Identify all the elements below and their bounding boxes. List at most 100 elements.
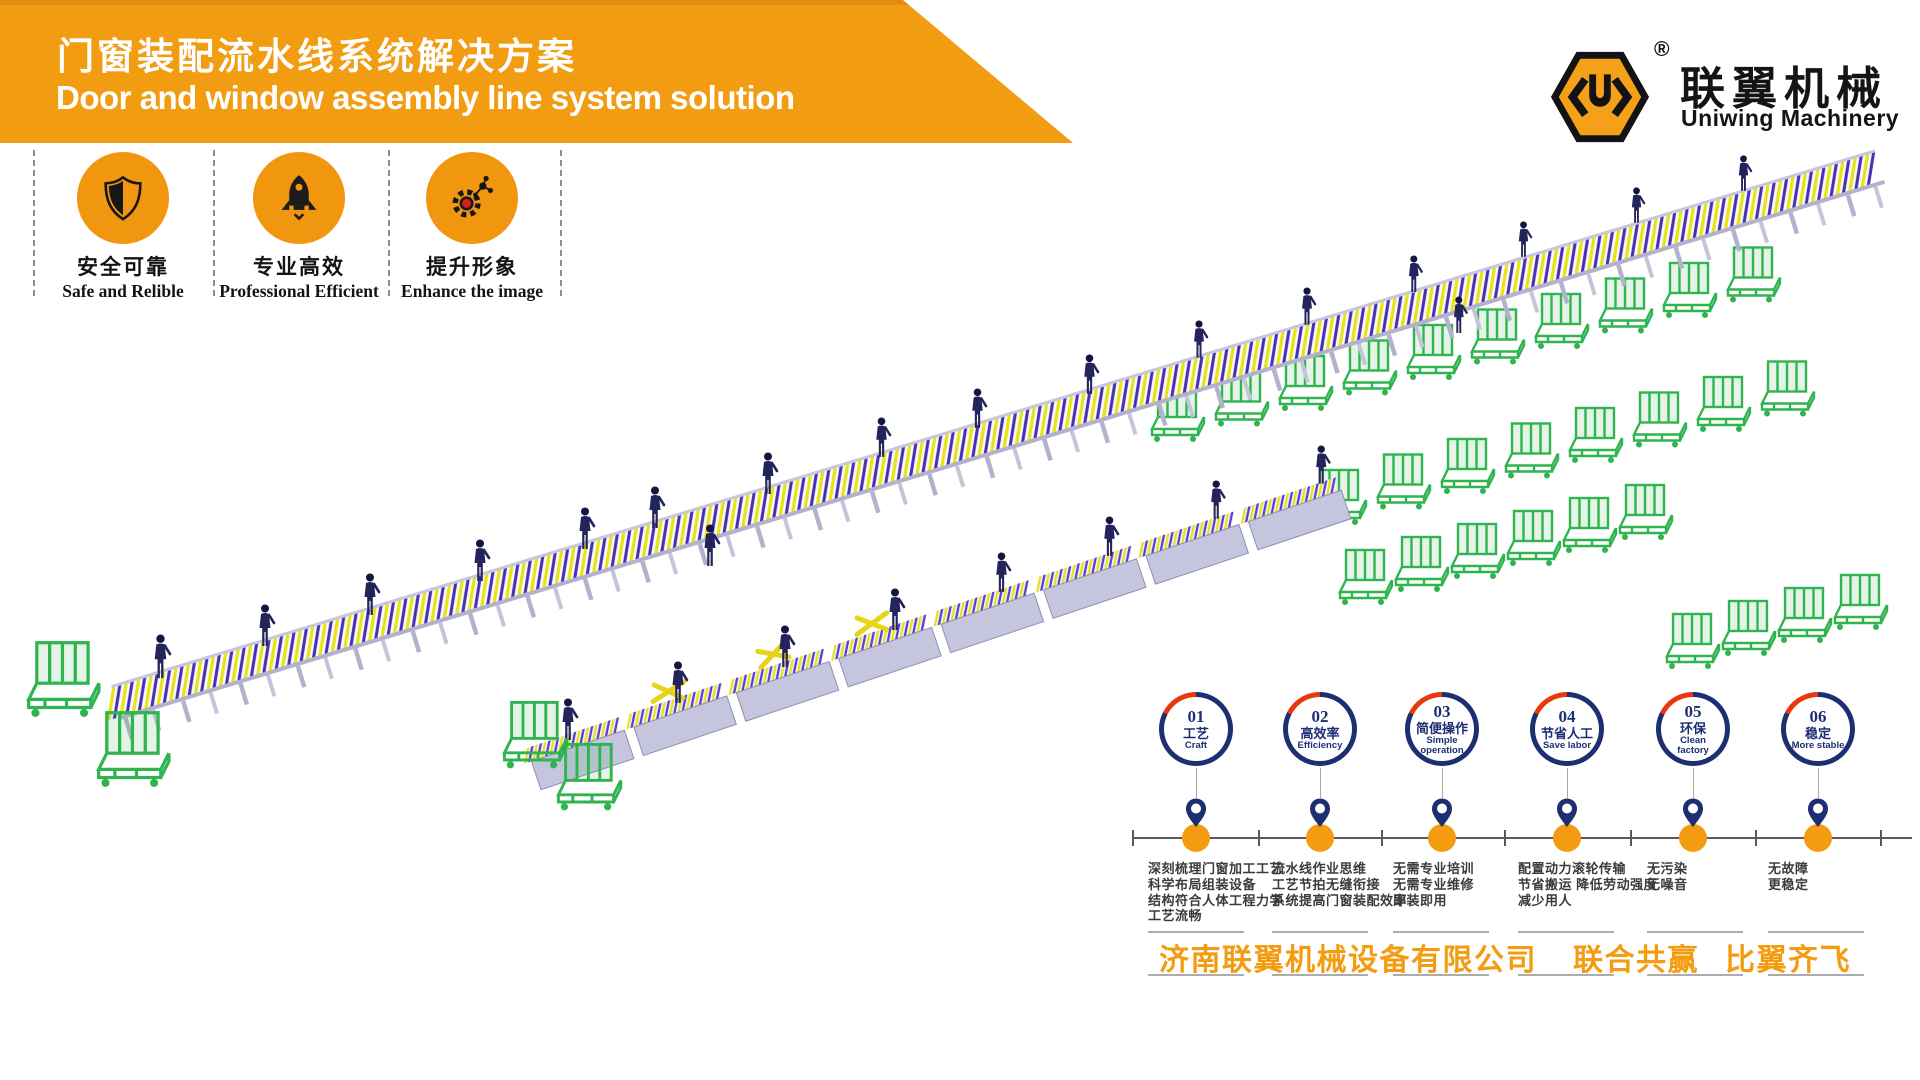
- timeline-node-dot: [1306, 824, 1334, 852]
- registered-mark: ®: [1654, 38, 1670, 61]
- conveyor-line-2: [523, 477, 1352, 791]
- step-stem: [1319, 768, 1321, 798]
- separator-line: [1768, 931, 1864, 933]
- detail-line: 配置动力滚轮传输: [1518, 861, 1627, 876]
- step-label-zh: 节省人工: [1540, 725, 1593, 741]
- slogan-2: 比翼齐飞: [1725, 944, 1851, 977]
- brand-name-zh: 联翼机械: [1680, 63, 1889, 114]
- header-banner: 门窗装配流水线系统解决方案 Door and window assembly l…: [0, 0, 1073, 143]
- feature-label-en: Professional Efficient: [219, 281, 379, 301]
- step-details-06: 无故障 更稳定: [1768, 861, 1809, 893]
- brand-logo: ® 联翼机械 Uniwing Machinery: [1548, 38, 1908, 148]
- timeline-axis: [1132, 837, 1912, 839]
- timeline-tick: [1880, 830, 1882, 846]
- step-number: 05: [1684, 701, 1702, 721]
- detail-line: 无噪音: [1647, 876, 1688, 892]
- feature-image: 提升形象 Enhance the image: [386, 150, 558, 302]
- detail-line: 流水线作业思维: [1272, 861, 1367, 876]
- step-stem: [1195, 768, 1197, 798]
- feature-label-zh: 安全可靠: [77, 255, 169, 279]
- step-ring: 03 简便操作 Simple operation: [1405, 692, 1479, 766]
- timeline-tick: [1258, 830, 1260, 846]
- detail-line: 即装即用: [1393, 892, 1448, 908]
- step-label-en: Simple operation: [1420, 734, 1464, 756]
- divider: [560, 150, 562, 296]
- detail-line: 无污染: [1647, 861, 1688, 876]
- step-number: 04: [1558, 706, 1576, 726]
- divider: [388, 150, 390, 296]
- detail-line: 系统提高门窗装配效率: [1272, 892, 1408, 908]
- separator-line: [1148, 974, 1244, 976]
- feature-circle: [426, 152, 518, 244]
- step-label-en: More stable: [1791, 739, 1845, 751]
- footer-slogan: 济南联翼机械设备有限公司 联合共赢 比翼齐飞: [1159, 935, 1851, 979]
- detail-line: 结构符合人体工程力学: [1148, 892, 1284, 908]
- step-stem: [1817, 768, 1819, 798]
- detail-line: 无故障: [1768, 861, 1809, 876]
- feature-label-zh: 专业高效: [253, 255, 345, 279]
- map-pin-icon: [1557, 798, 1577, 827]
- timeline-step-02: 02 高效率 Efficiency: [1282, 692, 1358, 852]
- divider: [213, 150, 215, 296]
- step-details-03: 无需专业培训 无需专业维修 即装即用: [1393, 861, 1474, 908]
- step-number: 02: [1311, 706, 1329, 726]
- company-name: 济南联翼机械设备有限公司: [1159, 944, 1537, 977]
- step-label-en: Save labor: [1542, 739, 1592, 751]
- separator-line: [1272, 931, 1368, 933]
- detail-line: 工艺节拍无缝衔接: [1272, 876, 1381, 892]
- timeline-node-dot: [1679, 824, 1707, 852]
- step-stem: [1566, 768, 1568, 798]
- step-stem: [1441, 768, 1443, 798]
- page-title-en: Door and window assembly line system sol…: [56, 79, 795, 116]
- detail-line: 减少用人: [1518, 892, 1573, 908]
- feature-label-zh: 提升形象: [426, 255, 518, 279]
- step-ring: 06 稳定 More stable: [1781, 692, 1855, 766]
- detail-line: 工艺流畅: [1148, 908, 1203, 924]
- shield-icon: [104, 175, 142, 221]
- timeline-step-04: 04 节省人工 Save labor: [1529, 692, 1605, 852]
- timeline-node-dot: [1553, 824, 1581, 852]
- step-number: 06: [1809, 706, 1827, 726]
- step-label-zh: 高效率: [1300, 725, 1340, 741]
- timeline-node-dot: [1182, 824, 1210, 852]
- detail-line: 节省搬运 降低劳动强度: [1518, 876, 1658, 892]
- feature-professional: 专业高效 Professional Efficient: [212, 150, 386, 302]
- brand-name-en: Uniwing Machinery: [1681, 105, 1900, 131]
- timeline-tick: [1630, 830, 1632, 846]
- map-pin-icon: [1808, 798, 1828, 827]
- map-pin-icon: [1310, 798, 1330, 827]
- step-label-zh: 工艺: [1182, 725, 1209, 741]
- feature-label-en: Enhance the image: [401, 281, 543, 301]
- detail-line: 无需专业培训: [1393, 861, 1475, 876]
- step-ring: 05 环保 Clean factory: [1656, 692, 1730, 766]
- detail-line: 科学布局组装设备: [1148, 876, 1257, 892]
- feature-label-en: Safe and Relible: [62, 281, 184, 301]
- separator-line: [1148, 931, 1244, 933]
- timeline-node-dot: [1428, 824, 1456, 852]
- step-details-05: 无污染 无噪音: [1647, 861, 1688, 893]
- timeline-tick: [1755, 830, 1757, 846]
- timeline-tick: [1504, 830, 1506, 846]
- step-number: 01: [1187, 706, 1205, 726]
- feature-circle: [77, 152, 169, 244]
- step-number: 03: [1433, 701, 1451, 721]
- step-stem: [1692, 768, 1694, 798]
- step-label-zh: 稳定: [1804, 725, 1831, 741]
- step-details-01: 深刻梳理门窗加工工艺 科学布局组装设备 结构符合人体工程力学 工艺流畅: [1148, 861, 1283, 924]
- step-label-en: Efficiency: [1297, 739, 1343, 751]
- page-title-zh: 门窗装配流水线系统解决方案: [57, 36, 577, 77]
- timeline-tick: [1381, 830, 1383, 846]
- separator-line: [1518, 931, 1614, 933]
- map-pin-icon: [1432, 798, 1452, 827]
- separator-line: [1647, 974, 1743, 976]
- timeline-node-dot: [1804, 824, 1832, 852]
- separator-line: [1768, 974, 1864, 976]
- timeline-step-01: 01 工艺 Craft: [1158, 692, 1234, 852]
- step-label-en: Craft: [1184, 739, 1208, 751]
- step-label-en: Clean factory: [1677, 734, 1709, 756]
- step-details-02: 流水线作业思维 工艺节拍无缝衔接 系统提高门窗装配效率: [1272, 861, 1407, 908]
- timeline-step-05: 05 环保 Clean factory: [1655, 692, 1731, 852]
- separator-line: [1393, 974, 1489, 976]
- step-label-zh: 环保: [1679, 720, 1706, 736]
- separator-line: [1393, 931, 1489, 933]
